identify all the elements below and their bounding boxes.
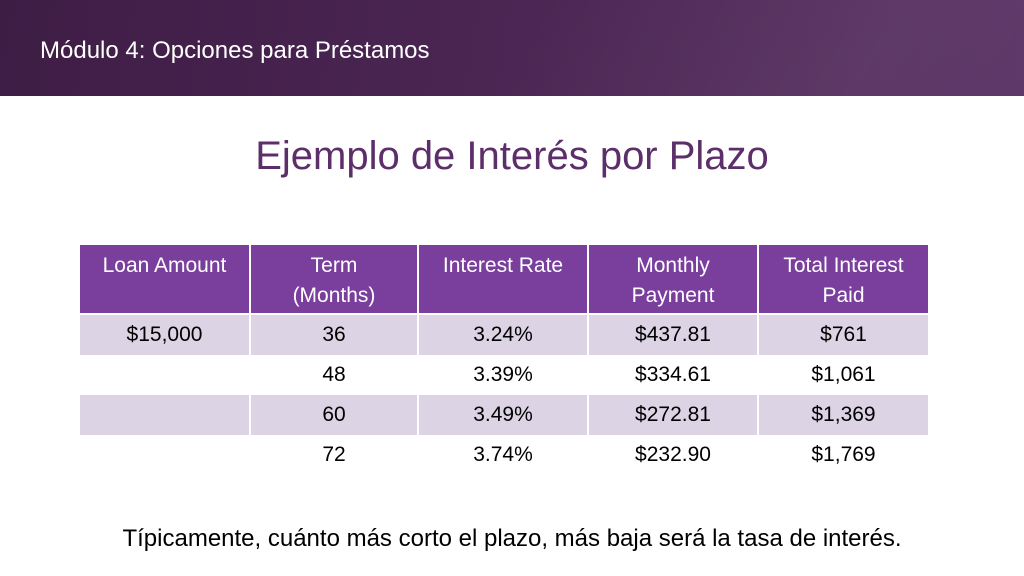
cell-interest-rate: 3.49%: [418, 395, 589, 435]
cell-interest-rate: 3.39%: [418, 355, 589, 395]
header-monthly-payment-line1: Monthly: [636, 254, 710, 277]
header-band: Módulo 4: Opciones para Préstamos: [0, 0, 1024, 96]
header-term-line1: Term: [310, 254, 358, 277]
header-sheen: [473, 0, 1024, 96]
footnote-text: Típicamente, cuánto más corto el plazo, …: [122, 525, 902, 552]
cell-loan-amount: [80, 395, 251, 435]
cell-total-interest: $1,061: [758, 355, 928, 395]
cell-interest-rate: 3.24%: [418, 314, 589, 355]
slide-title: Ejemplo de Interés por Plazo: [255, 134, 769, 178]
header-loan-amount: Loan Amount: [80, 245, 251, 314]
cell-loan-amount: $15,000: [80, 314, 251, 355]
cell-term: 60: [250, 395, 419, 435]
cell-term: 48: [250, 355, 419, 395]
header-interest-rate: Interest Rate: [418, 245, 589, 314]
cell-total-interest: $1,369: [758, 395, 928, 435]
cell-monthly-payment: $437.81: [588, 314, 759, 355]
cell-loan-amount: [80, 435, 251, 475]
cell-monthly-payment: $232.90: [588, 435, 759, 475]
cell-monthly-payment: $334.61: [588, 355, 759, 395]
cell-total-interest: $761: [758, 314, 928, 355]
cell-total-interest: $1,769: [758, 435, 928, 475]
cell-monthly-payment: $272.81: [588, 395, 759, 435]
table-row: 48 3.39% $334.61 $1,061: [80, 355, 928, 395]
header-total-interest: Total Interest Paid: [758, 245, 928, 314]
header-term: Term (Months): [250, 245, 419, 314]
cell-loan-amount: [80, 355, 251, 395]
cell-term: 72: [250, 435, 419, 475]
cell-interest-rate: 3.74%: [418, 435, 589, 475]
table-row: 72 3.74% $232.90 $1,769: [80, 435, 928, 475]
table-row: $15,000 36 3.24% $437.81 $761: [80, 314, 928, 355]
header-term-line2: (Months): [292, 284, 376, 307]
loan-rates-table: Loan Amount Term (Months) Interest Rate …: [80, 245, 928, 475]
header-total-interest-line2: Paid: [822, 284, 865, 307]
table-header-row: Loan Amount Term (Months) Interest Rate …: [80, 245, 928, 314]
header-monthly-payment-line2: Payment: [631, 284, 715, 307]
header-total-interest-line1: Total Interest: [783, 254, 904, 277]
cell-term: 36: [250, 314, 419, 355]
header-interest-rate-line1: Interest Rate: [442, 254, 564, 277]
header-monthly-payment: Monthly Payment: [588, 245, 759, 314]
header-loan-amount-line1: Loan Amount: [102, 254, 227, 277]
module-title: Módulo 4: Opciones para Préstamos: [40, 37, 430, 64]
table-row: 60 3.49% $272.81 $1,369: [80, 395, 928, 435]
